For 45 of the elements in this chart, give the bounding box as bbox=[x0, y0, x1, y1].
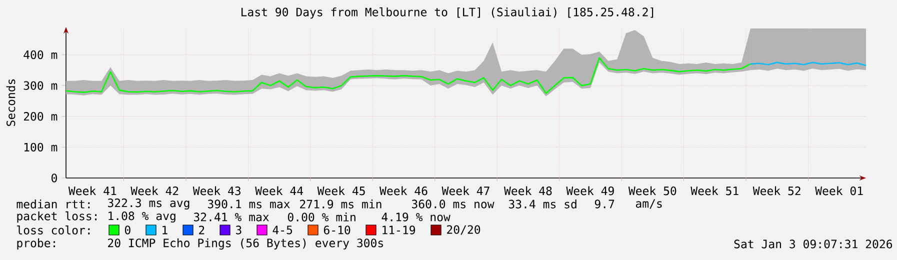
text: probe: bbox=[17, 238, 55, 250]
legend-label: 0 bbox=[124, 226, 130, 234]
text: 33.4 ms sd bbox=[508, 200, 576, 208]
legend-label: 20/20 bbox=[447, 225, 480, 235]
y-tick-label: 400 m bbox=[24, 50, 58, 60]
x-tick-label: Week 44 bbox=[255, 186, 304, 196]
text: 4.19 % now bbox=[382, 212, 450, 222]
legend-label: 6-10 bbox=[324, 226, 350, 234]
text: 360.0 ms now bbox=[412, 200, 494, 208]
legend-label: 11-19 bbox=[382, 226, 416, 234]
x-tick-label: Week 43 bbox=[192, 186, 240, 196]
x-tick-label: Week 49 bbox=[566, 186, 614, 196]
x-tick-label: Week 41 bbox=[68, 186, 116, 196]
x-tick-label: Week 46 bbox=[380, 186, 428, 196]
text: 0.00 % min bbox=[288, 212, 356, 222]
text: 1.08 % avg bbox=[108, 212, 176, 222]
text: 322.3 ms avg bbox=[108, 198, 190, 210]
text: 20 ICMP Echo Pings (56 Bytes) every 300s bbox=[108, 238, 383, 250]
x-tick-label: Week 42 bbox=[130, 186, 178, 196]
text: 32.41 % max bbox=[194, 212, 269, 222]
x-tick-label: Week 47 bbox=[442, 186, 490, 196]
text: 9.7 bbox=[594, 200, 614, 208]
y-tick-label: 0 bbox=[52, 174, 57, 182]
x-tick-label: Week 52 bbox=[752, 186, 800, 196]
x-tick-label: Week 48 bbox=[504, 186, 552, 196]
text: packet loss: bbox=[17, 211, 97, 223]
text: 390.1 ms max bbox=[208, 200, 290, 208]
legend-label: 4-5 bbox=[272, 226, 292, 234]
text: median rtt: bbox=[16, 200, 90, 208]
text: am/s bbox=[636, 199, 662, 209]
x-tick-label: Week 50 bbox=[628, 186, 676, 196]
y-axis-title: Seconds bbox=[6, 79, 16, 126]
legend-label: 2 bbox=[199, 226, 204, 234]
legend-title: loss color: bbox=[17, 226, 90, 234]
y-tick-label: 200 m bbox=[24, 112, 58, 121]
legend-label: 3 bbox=[236, 226, 242, 234]
y-tick-label: 300 m bbox=[24, 81, 58, 90]
text: Sat Jan 3 09:07:31 2026 bbox=[734, 240, 892, 248]
x-tick-label: Week 01 bbox=[815, 186, 863, 196]
text: 271.9 ms min bbox=[300, 200, 382, 208]
legend-label: 1 bbox=[162, 226, 168, 234]
chart-title: Last 90 Days from Melbourne to [LT] (Siauliai) [185.25.48.2] bbox=[242, 7, 654, 19]
x-tick-label: Week 45 bbox=[317, 186, 365, 196]
y-tick-label: 100 m bbox=[24, 142, 58, 152]
x-tick-label: Week 51 bbox=[690, 186, 738, 196]
